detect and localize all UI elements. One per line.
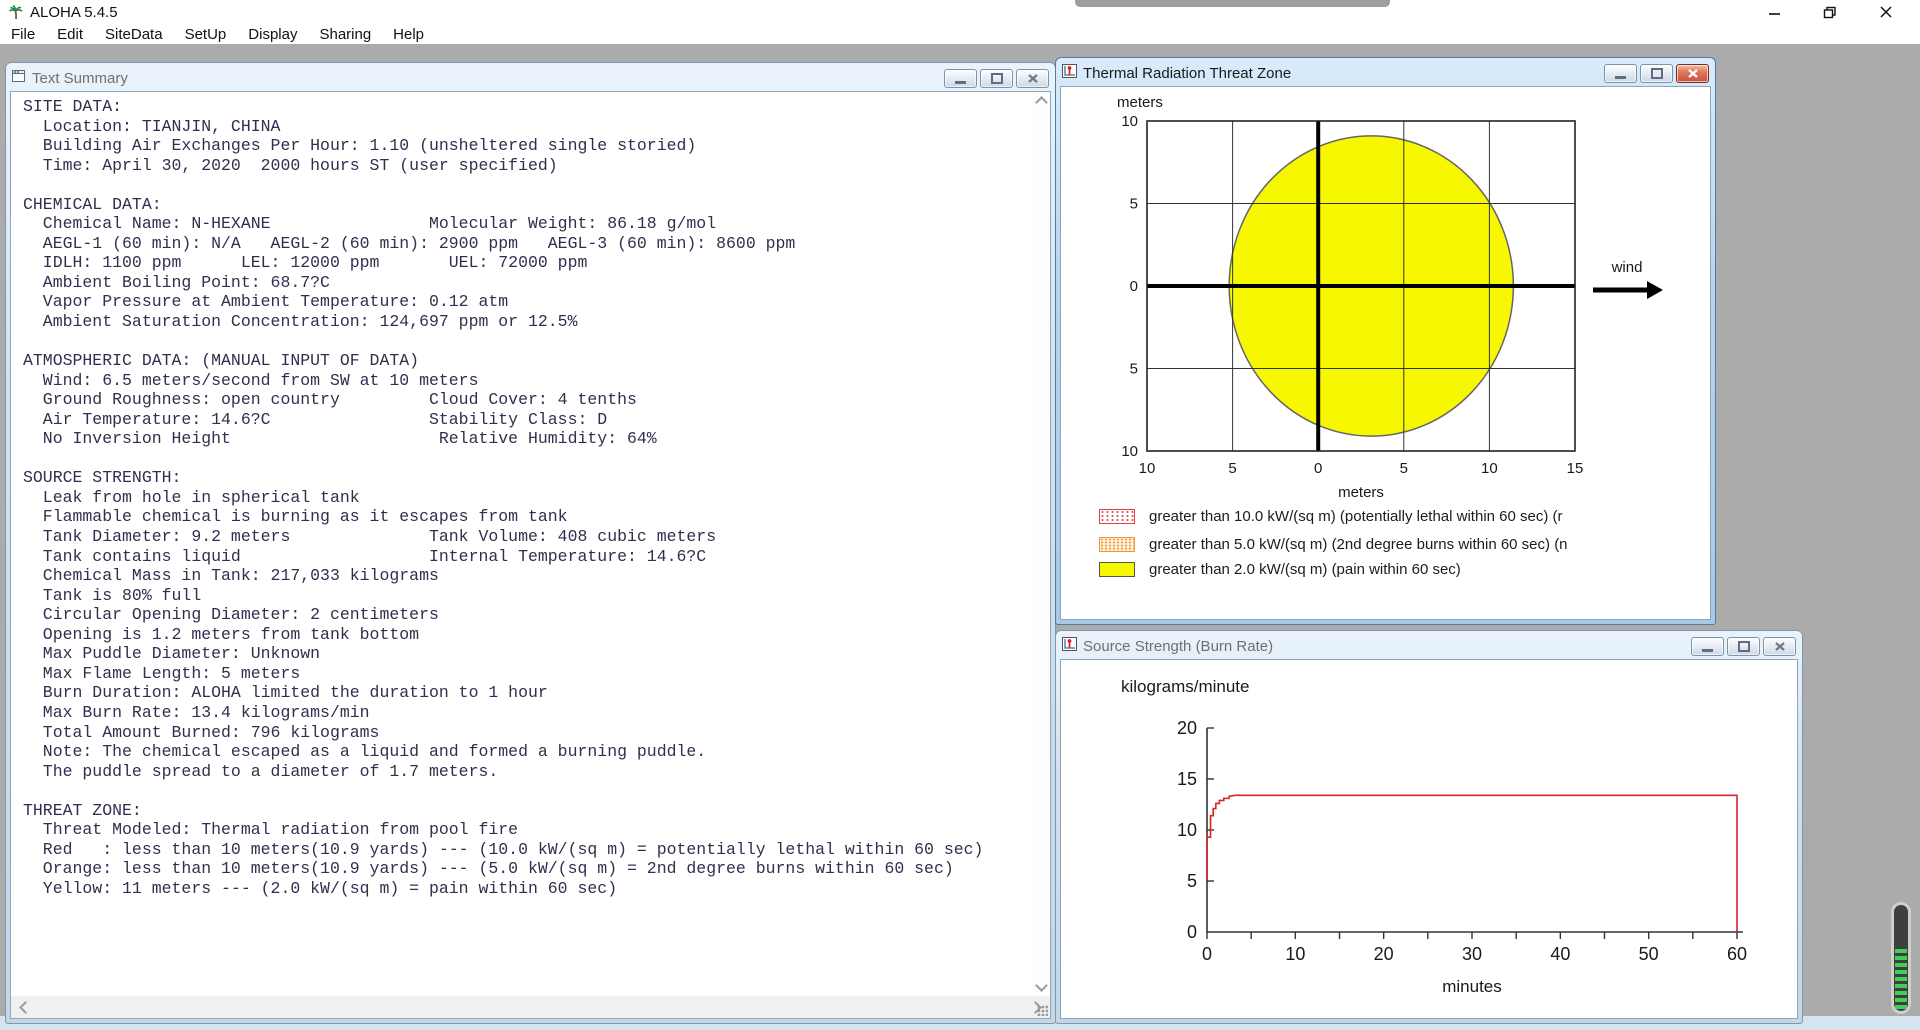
- svg-text:10: 10: [1285, 944, 1305, 964]
- app-title: ALOHA 5.4.5: [30, 3, 118, 21]
- document-icon: [12, 69, 26, 88]
- svg-text:10: 10: [1121, 443, 1138, 460]
- menu-edit[interactable]: Edit: [57, 25, 84, 43]
- text-summary-body: SITE DATA: Location: TIANJIN, CHINA Buil…: [10, 91, 1051, 1019]
- top-gray-bar: [1075, 0, 1390, 7]
- svg-text:5: 5: [1228, 460, 1236, 477]
- chart-icon: [1062, 63, 1077, 83]
- svg-text:15: 15: [1567, 460, 1584, 477]
- svg-text:meters: meters: [1117, 94, 1163, 111]
- legend-item-red: greater than 10.0 kW/(sq m) (potentially…: [1099, 507, 1709, 526]
- legend-item-orange: greater than 5.0 kW/(sq m) (2nd degree b…: [1099, 535, 1709, 554]
- svg-text:60: 60: [1727, 944, 1747, 964]
- thermal-window-title: Thermal Radiation Threat Zone: [1083, 64, 1292, 82]
- legend-label-yellow: greater than 2.0 kW/(sq m) (pain within …: [1149, 561, 1461, 578]
- svg-text:15: 15: [1177, 769, 1197, 789]
- app-titlebar[interactable]: ALOHA 5.4.5: [0, 0, 1920, 25]
- svg-text:5: 5: [1130, 196, 1138, 213]
- source-close-button[interactable]: [1763, 637, 1796, 656]
- thermal-window-body: 10 5 0 5 10 10 5 0 5 10 15 meters meters wind greater…: [1060, 86, 1711, 620]
- source-window-title: Source Strength (Burn Rate): [1083, 637, 1274, 655]
- menu-sitedata[interactable]: SiteData: [105, 25, 163, 43]
- legend-label-orange: greater than 5.0 kW/(sq m) (2nd degree b…: [1149, 536, 1568, 553]
- svg-text:10: 10: [1139, 460, 1156, 477]
- scroll-left-icon[interactable]: [19, 1000, 32, 1014]
- scroll-down-icon[interactable]: [1035, 979, 1048, 992]
- svg-text:0: 0: [1187, 922, 1197, 942]
- text-summary-titlebar[interactable]: Text Summary: [9, 66, 1052, 90]
- menu-sharing[interactable]: Sharing: [319, 25, 372, 43]
- red-threat-swatch-icon: [1099, 509, 1135, 524]
- palm-tree-app-icon: [8, 4, 24, 20]
- svg-text:10: 10: [1121, 113, 1138, 130]
- menu-setup[interactable]: SetUp: [184, 25, 227, 43]
- svg-text:0: 0: [1202, 944, 1212, 964]
- thermal-maximize-button[interactable]: [1640, 64, 1673, 83]
- menu-help[interactable]: Help: [393, 25, 425, 43]
- scroll-up-icon[interactable]: [1035, 96, 1048, 109]
- svg-text:0: 0: [1314, 460, 1322, 477]
- svg-text:5: 5: [1130, 361, 1138, 378]
- svg-text:30: 30: [1462, 944, 1482, 964]
- source-window-body: 0 5 10 15 20 0 10 20 30 40 50 60 kilograms/minute min…: [1060, 659, 1798, 1019]
- source-maximize-button[interactable]: [1727, 637, 1760, 656]
- legend-item-yellow: greater than 2.0 kW/(sq m) (pain within …: [1099, 560, 1709, 579]
- app-minimize-button[interactable]: [1746, 0, 1802, 24]
- svg-text:kilograms/minute: kilograms/minute: [1121, 677, 1250, 696]
- svg-text:meters: meters: [1338, 484, 1384, 501]
- svg-text:0: 0: [1130, 278, 1138, 295]
- legend-label-red: greater than 10.0 kW/(sq m) (potentially…: [1149, 508, 1563, 525]
- svg-text:minutes: minutes: [1442, 977, 1502, 996]
- yellow-threat-swatch-icon: [1099, 562, 1135, 577]
- text-summary-close-button[interactable]: [1016, 69, 1049, 88]
- svg-text:5: 5: [1400, 460, 1408, 477]
- thermal-minimize-button[interactable]: [1604, 64, 1637, 83]
- app-menubar: File Edit SiteData SetUp Display Sharing…: [0, 24, 1920, 45]
- chart-icon: [1062, 636, 1077, 656]
- svg-text:20: 20: [1177, 718, 1197, 738]
- svg-text:10: 10: [1177, 820, 1197, 840]
- vertical-scrollbar[interactable]: [1033, 92, 1050, 996]
- svg-text:10: 10: [1481, 460, 1498, 477]
- menu-display[interactable]: Display: [248, 25, 298, 43]
- text-summary-content: SITE DATA: Location: TIANJIN, CHINA Buil…: [23, 97, 984, 898]
- thermal-close-button[interactable]: [1676, 64, 1709, 83]
- source-strength-window: Source Strength (Burn Rate) 0 5 10 15 20 0 10 2…: [1055, 630, 1803, 1024]
- thermal-titlebar[interactable]: Thermal Radiation Threat Zone: [1059, 61, 1712, 85]
- menu-file[interactable]: File: [11, 25, 36, 43]
- svg-text:40: 40: [1550, 944, 1570, 964]
- text-summary-maximize-button[interactable]: [980, 69, 1013, 88]
- svg-text:5: 5: [1187, 871, 1197, 891]
- app-close-button[interactable]: [1858, 0, 1914, 24]
- svg-text:50: 50: [1639, 944, 1659, 964]
- battery-indicator: [1891, 902, 1911, 1014]
- text-summary-minimize-button[interactable]: [944, 69, 977, 88]
- text-summary-window: Text Summary SITE DATA: Location: TIANJI…: [5, 62, 1056, 1024]
- svg-text:wind: wind: [1611, 259, 1643, 276]
- burn-rate-plot: 0 5 10 15 20 0 10 20 30 40 50 60 kilograms/minute min…: [1121, 677, 1747, 996]
- thermal-threat-zone-window: Thermal Radiation Threat Zone 10 5 0 5 10 10 5…: [1055, 57, 1716, 625]
- source-titlebar[interactable]: Source Strength (Burn Rate): [1059, 634, 1799, 658]
- svg-text:20: 20: [1374, 944, 1394, 964]
- text-summary-title: Text Summary: [32, 69, 128, 87]
- resize-grip-icon[interactable]: [1037, 1005, 1048, 1016]
- source-minimize-button[interactable]: [1691, 637, 1724, 656]
- app-restore-button[interactable]: [1802, 0, 1858, 24]
- orange-threat-swatch-icon: [1099, 537, 1135, 552]
- horizontal-scrollbar[interactable]: [11, 996, 1050, 1018]
